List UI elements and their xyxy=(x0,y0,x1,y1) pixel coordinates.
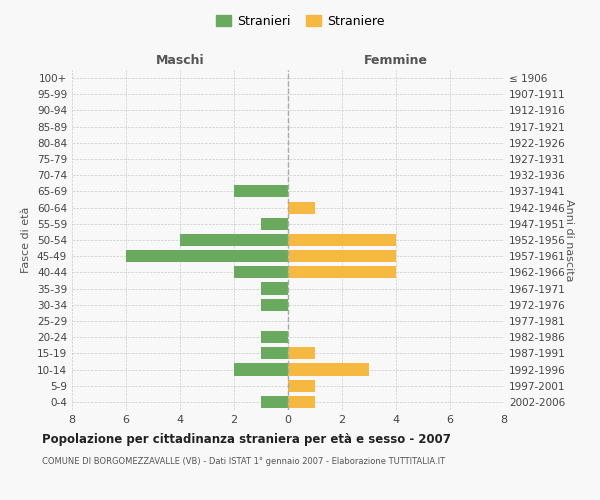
Bar xyxy=(261,348,288,360)
Bar xyxy=(234,364,288,376)
Bar xyxy=(288,202,315,213)
Bar xyxy=(180,234,288,246)
Bar xyxy=(234,186,288,198)
Y-axis label: Anni di nascita: Anni di nascita xyxy=(564,198,574,281)
Text: Maschi: Maschi xyxy=(155,54,205,67)
Text: Popolazione per cittadinanza straniera per età e sesso - 2007: Popolazione per cittadinanza straniera p… xyxy=(42,432,451,446)
Bar xyxy=(261,396,288,408)
Text: COMUNE DI BORGOMEZZAVALLE (VB) - Dati ISTAT 1° gennaio 2007 - Elaborazione TUTTI: COMUNE DI BORGOMEZZAVALLE (VB) - Dati IS… xyxy=(42,457,445,466)
Text: Femmine: Femmine xyxy=(364,54,428,67)
Bar xyxy=(288,364,369,376)
Legend: Stranieri, Straniere: Stranieri, Straniere xyxy=(212,11,388,32)
Bar xyxy=(288,234,396,246)
Bar xyxy=(288,250,396,262)
Bar xyxy=(288,266,396,278)
Bar xyxy=(234,266,288,278)
Bar xyxy=(261,282,288,294)
Y-axis label: Fasce di età: Fasce di età xyxy=(22,207,31,273)
Bar xyxy=(261,331,288,343)
Bar xyxy=(261,298,288,311)
Bar xyxy=(261,218,288,230)
Bar xyxy=(288,380,315,392)
Bar xyxy=(126,250,288,262)
Bar xyxy=(288,348,315,360)
Bar xyxy=(288,396,315,408)
